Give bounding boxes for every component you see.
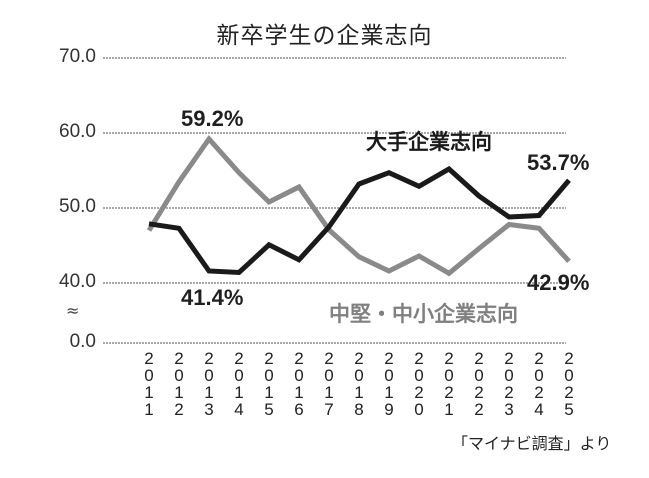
source-note: 「マイナビ調査」より [452, 434, 612, 453]
x-tick-label: 2 0 1 7 [324, 349, 334, 419]
y-tick-70: 70.0 [59, 46, 96, 67]
series-label-sme: 中堅・中小企業志向 [329, 303, 518, 326]
y-tick-40: 40.0 [59, 271, 96, 292]
end-gray-label: 42.9% [527, 270, 590, 295]
series-label-large-companies: 大手企業志向 [366, 131, 492, 154]
x-tick-label: 2 0 1 5 [264, 349, 274, 419]
x-tick-label: 2 0 1 4 [234, 349, 244, 419]
x-tick-label: 2 0 2 2 [474, 349, 484, 419]
x-tick-label: 2 0 1 9 [384, 349, 394, 419]
end-dark-label: 53.7% [527, 150, 590, 175]
series-line-large-companies [148, 165, 571, 276]
x-tick-label: 2 0 2 3 [504, 349, 514, 419]
x-tick-label: 2 0 1 6 [294, 349, 304, 419]
y-tick-0: 0.0 [69, 331, 96, 352]
series-line-sme [146, 134, 571, 277]
low-dark-label: 41.4% [181, 285, 244, 310]
chart-title: 新卒学生の企業志向 [216, 23, 433, 49]
x-tick-label: 2 0 1 8 [354, 349, 364, 419]
x-tick-label: 2 0 2 1 [444, 349, 454, 419]
y-tick-50: 50.0 [59, 196, 96, 217]
x-tick-label: 2 0 2 5 [564, 349, 574, 419]
peak-gray-label: 59.2% [181, 106, 244, 131]
x-tick-label: 2 0 1 3 [204, 349, 214, 419]
axis-break-icon: ≈ [66, 301, 80, 320]
x-tick-label: 2 0 1 2 [174, 349, 184, 419]
x-tick-label: 2 0 2 4 [534, 349, 544, 419]
x-tick-label: 2 0 2 0 [414, 349, 424, 419]
x-tick-label: 2 0 1 1 [144, 349, 154, 419]
y-tick-60: 60.0 [59, 121, 96, 142]
